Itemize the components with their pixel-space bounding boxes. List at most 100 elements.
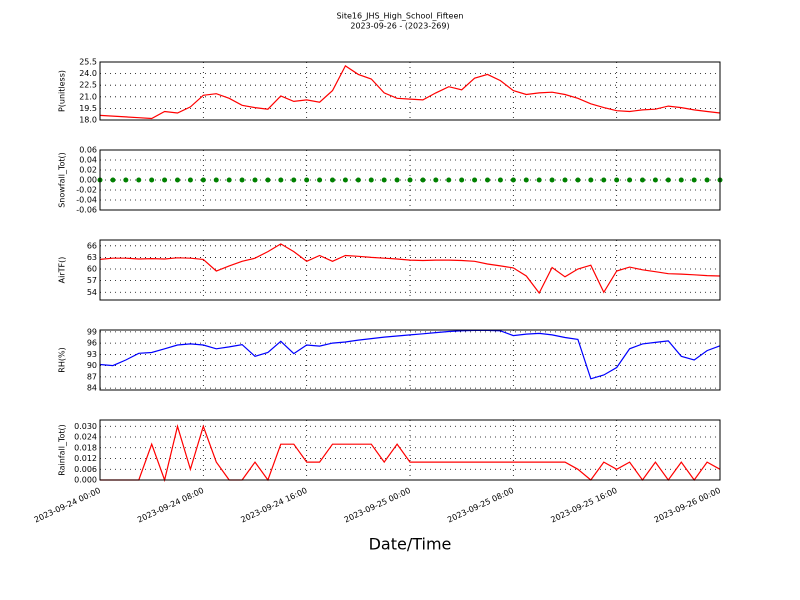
y-tick-label: 0.04 xyxy=(79,156,97,165)
y-axis-title: P(unitless) xyxy=(58,70,67,112)
x-tick-label: 2023-09-24 08:00 xyxy=(136,486,205,525)
data-point xyxy=(394,177,400,183)
plot-frame xyxy=(99,61,721,121)
y-axis-title: RH(%) xyxy=(58,347,67,372)
data-point xyxy=(588,177,594,183)
chart-title: Site16_JHS_High_School_Fifteen xyxy=(337,12,464,21)
data-point xyxy=(562,177,568,183)
y-tick-label: 0.06 xyxy=(79,146,97,155)
x-tick-label: 2023-09-25 00:00 xyxy=(343,486,412,525)
y-axis-title: AirTF() xyxy=(58,257,67,284)
y-tick-label: 0.012 xyxy=(74,454,97,463)
y-tick-label: 57 xyxy=(87,276,97,285)
data-point xyxy=(510,177,516,183)
y-tick-label: 87 xyxy=(87,372,97,381)
y-tick-label: 21.0 xyxy=(79,92,97,101)
y-tick-label: 0.024 xyxy=(74,433,97,442)
data-point xyxy=(200,177,206,183)
data-point xyxy=(536,177,542,183)
data-point xyxy=(472,177,478,183)
y-tick-label: -0.04 xyxy=(76,196,97,205)
data-point xyxy=(704,177,710,183)
data-point xyxy=(601,177,607,183)
data-point xyxy=(433,177,439,183)
data-point xyxy=(523,177,529,183)
data-point xyxy=(665,177,671,183)
data-line xyxy=(99,65,721,120)
data-point xyxy=(291,177,297,183)
data-point xyxy=(420,177,426,183)
data-point xyxy=(575,177,581,183)
x-tick-label: 2023-09-26 00:00 xyxy=(653,486,722,525)
data-point xyxy=(407,177,413,183)
y-axis-title: Rainfall_Tot() xyxy=(58,424,67,476)
plot-frame xyxy=(99,149,721,211)
data-point xyxy=(485,177,490,183)
data-point xyxy=(110,177,116,183)
data-point xyxy=(252,177,258,183)
data-point xyxy=(627,177,633,183)
chart-subtitle: 2023-09-26 - (2023-269) xyxy=(350,22,449,31)
data-point xyxy=(304,177,310,183)
data-point xyxy=(187,177,193,183)
y-tick-label: 0.006 xyxy=(74,465,97,474)
y-tick-label: 0.018 xyxy=(74,443,97,452)
x-tick-label: 2023-09-25 08:00 xyxy=(446,486,515,525)
y-tick-label: 19.5 xyxy=(79,104,97,113)
y-tick-label: 0.000 xyxy=(74,476,97,485)
data-point xyxy=(459,177,465,183)
y-tick-label: 66 xyxy=(87,241,97,250)
data-point xyxy=(446,177,452,183)
plot-frame xyxy=(99,419,721,481)
y-tick-label: 0.02 xyxy=(79,166,97,175)
data-point xyxy=(175,177,180,183)
data-point xyxy=(136,177,142,183)
x-tick-label: 2023-09-25 16:00 xyxy=(549,486,618,525)
x-tick-label: 2023-09-24 16:00 xyxy=(239,486,308,525)
data-point xyxy=(355,177,361,183)
y-tick-label: 54 xyxy=(87,288,97,297)
data-line xyxy=(99,243,721,295)
y-tick-label: 84 xyxy=(87,384,97,393)
data-point xyxy=(123,177,129,183)
y-tick-label: 18.0 xyxy=(79,116,97,125)
y-tick-label: 60 xyxy=(87,265,97,274)
data-point xyxy=(614,177,620,183)
x-axis-title: Date/Time xyxy=(369,535,452,554)
y-tick-label: 99 xyxy=(87,327,97,336)
y-axis-title: Snowfall_Tot() xyxy=(58,152,67,208)
x-tick-label: 2023-09-24 00:00 xyxy=(33,486,102,525)
data-point xyxy=(317,177,323,183)
data-point xyxy=(368,177,374,183)
y-tick-label: 24.0 xyxy=(79,69,97,78)
data-point xyxy=(678,177,684,183)
data-point xyxy=(691,177,697,183)
data-point xyxy=(497,177,503,183)
data-line xyxy=(100,423,721,483)
y-tick-label: 93 xyxy=(87,350,97,359)
y-tick-label: 0.030 xyxy=(74,422,97,431)
data-point xyxy=(239,177,245,183)
y-tick-label: 25.5 xyxy=(79,58,97,67)
plot-frame xyxy=(99,239,721,301)
y-tick-label: 0.00 xyxy=(79,176,97,185)
data-point xyxy=(265,177,271,183)
y-tick-label: -0.06 xyxy=(76,206,97,215)
data-line xyxy=(99,329,721,380)
data-point xyxy=(213,177,219,183)
y-tick-label: 96 xyxy=(87,339,97,348)
data-point xyxy=(330,177,335,183)
data-point xyxy=(640,177,645,183)
plot-frame xyxy=(99,329,721,391)
data-point xyxy=(162,177,168,183)
y-tick-label: 63 xyxy=(87,253,97,262)
data-point xyxy=(342,177,348,183)
data-point xyxy=(278,177,284,183)
data-point xyxy=(381,177,387,183)
y-tick-label: -0.02 xyxy=(76,186,97,195)
data-point xyxy=(652,177,658,183)
data-point xyxy=(226,177,232,183)
data-point xyxy=(149,177,155,183)
data-point xyxy=(549,177,555,183)
